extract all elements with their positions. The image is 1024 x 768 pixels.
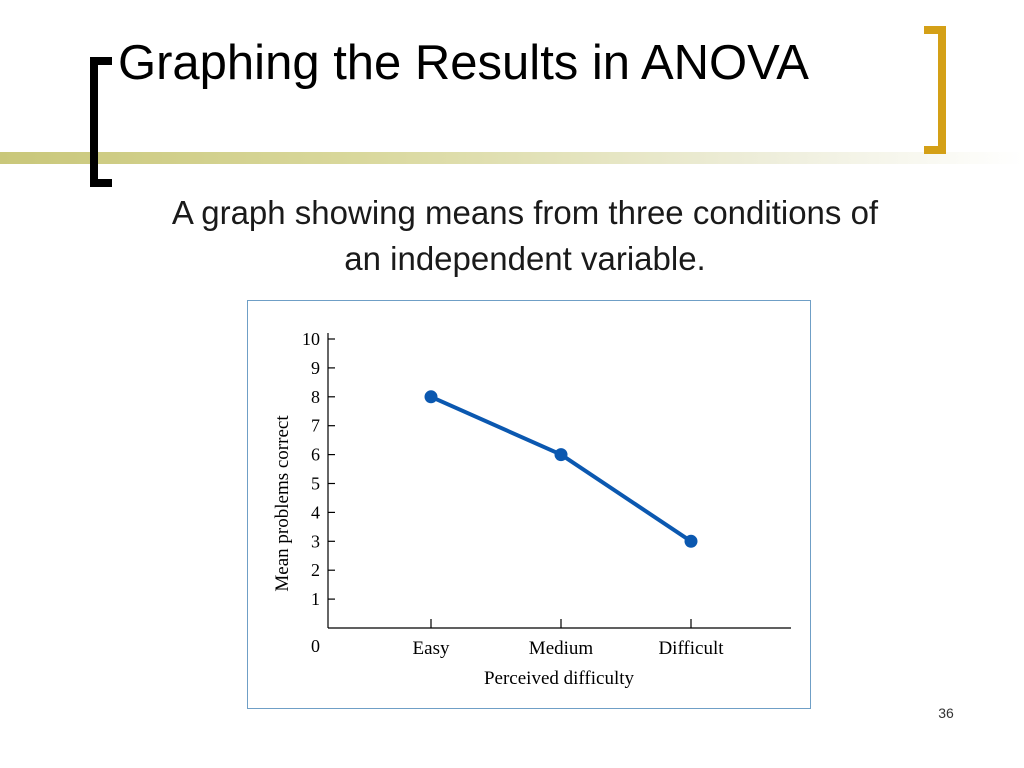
x-tick-label: Easy [413,638,450,659]
y-axis-title: Mean problems correct [272,415,293,592]
y-tick-label: 7 [311,416,320,436]
y-tick-label: 6 [311,445,320,465]
slide-title: Graphing the Results in ANOVA [118,36,809,90]
y-tick-label: 9 [311,358,320,378]
y-tick-label: 10 [302,329,320,349]
y-tick-label: 4 [311,502,320,522]
x-tick-label: Medium [529,638,594,659]
slide-subtitle: A graph showing means from three conditi… [171,194,879,277]
data-point [424,390,438,404]
data-point [684,534,698,548]
title-underline-band [0,152,1024,164]
x-tick-label: Difficult [658,638,724,659]
y-tick-label: 8 [311,387,320,407]
line-chart: 0 1 2 3 4 5 6 7 8 9 10 Easy Medium Difficult Perceived… [272,329,791,689]
page-number: 36 [938,705,954,721]
chart-frame: 0 1 2 3 4 5 6 7 8 9 10 Easy Medium Difficult Perceived… [247,300,811,709]
left-bracket-decoration [90,57,112,187]
y-tick-label: 3 [311,531,320,551]
data-point [554,448,568,462]
x-axis-title: Perceived difficulty [484,668,635,689]
right-bracket-decoration [924,26,946,154]
y-tick-label: 0 [311,636,320,656]
series-line [430,394,693,543]
y-tick-label: 2 [311,560,320,580]
y-tick-label: 1 [311,589,320,609]
y-tick-label: 5 [311,474,320,494]
